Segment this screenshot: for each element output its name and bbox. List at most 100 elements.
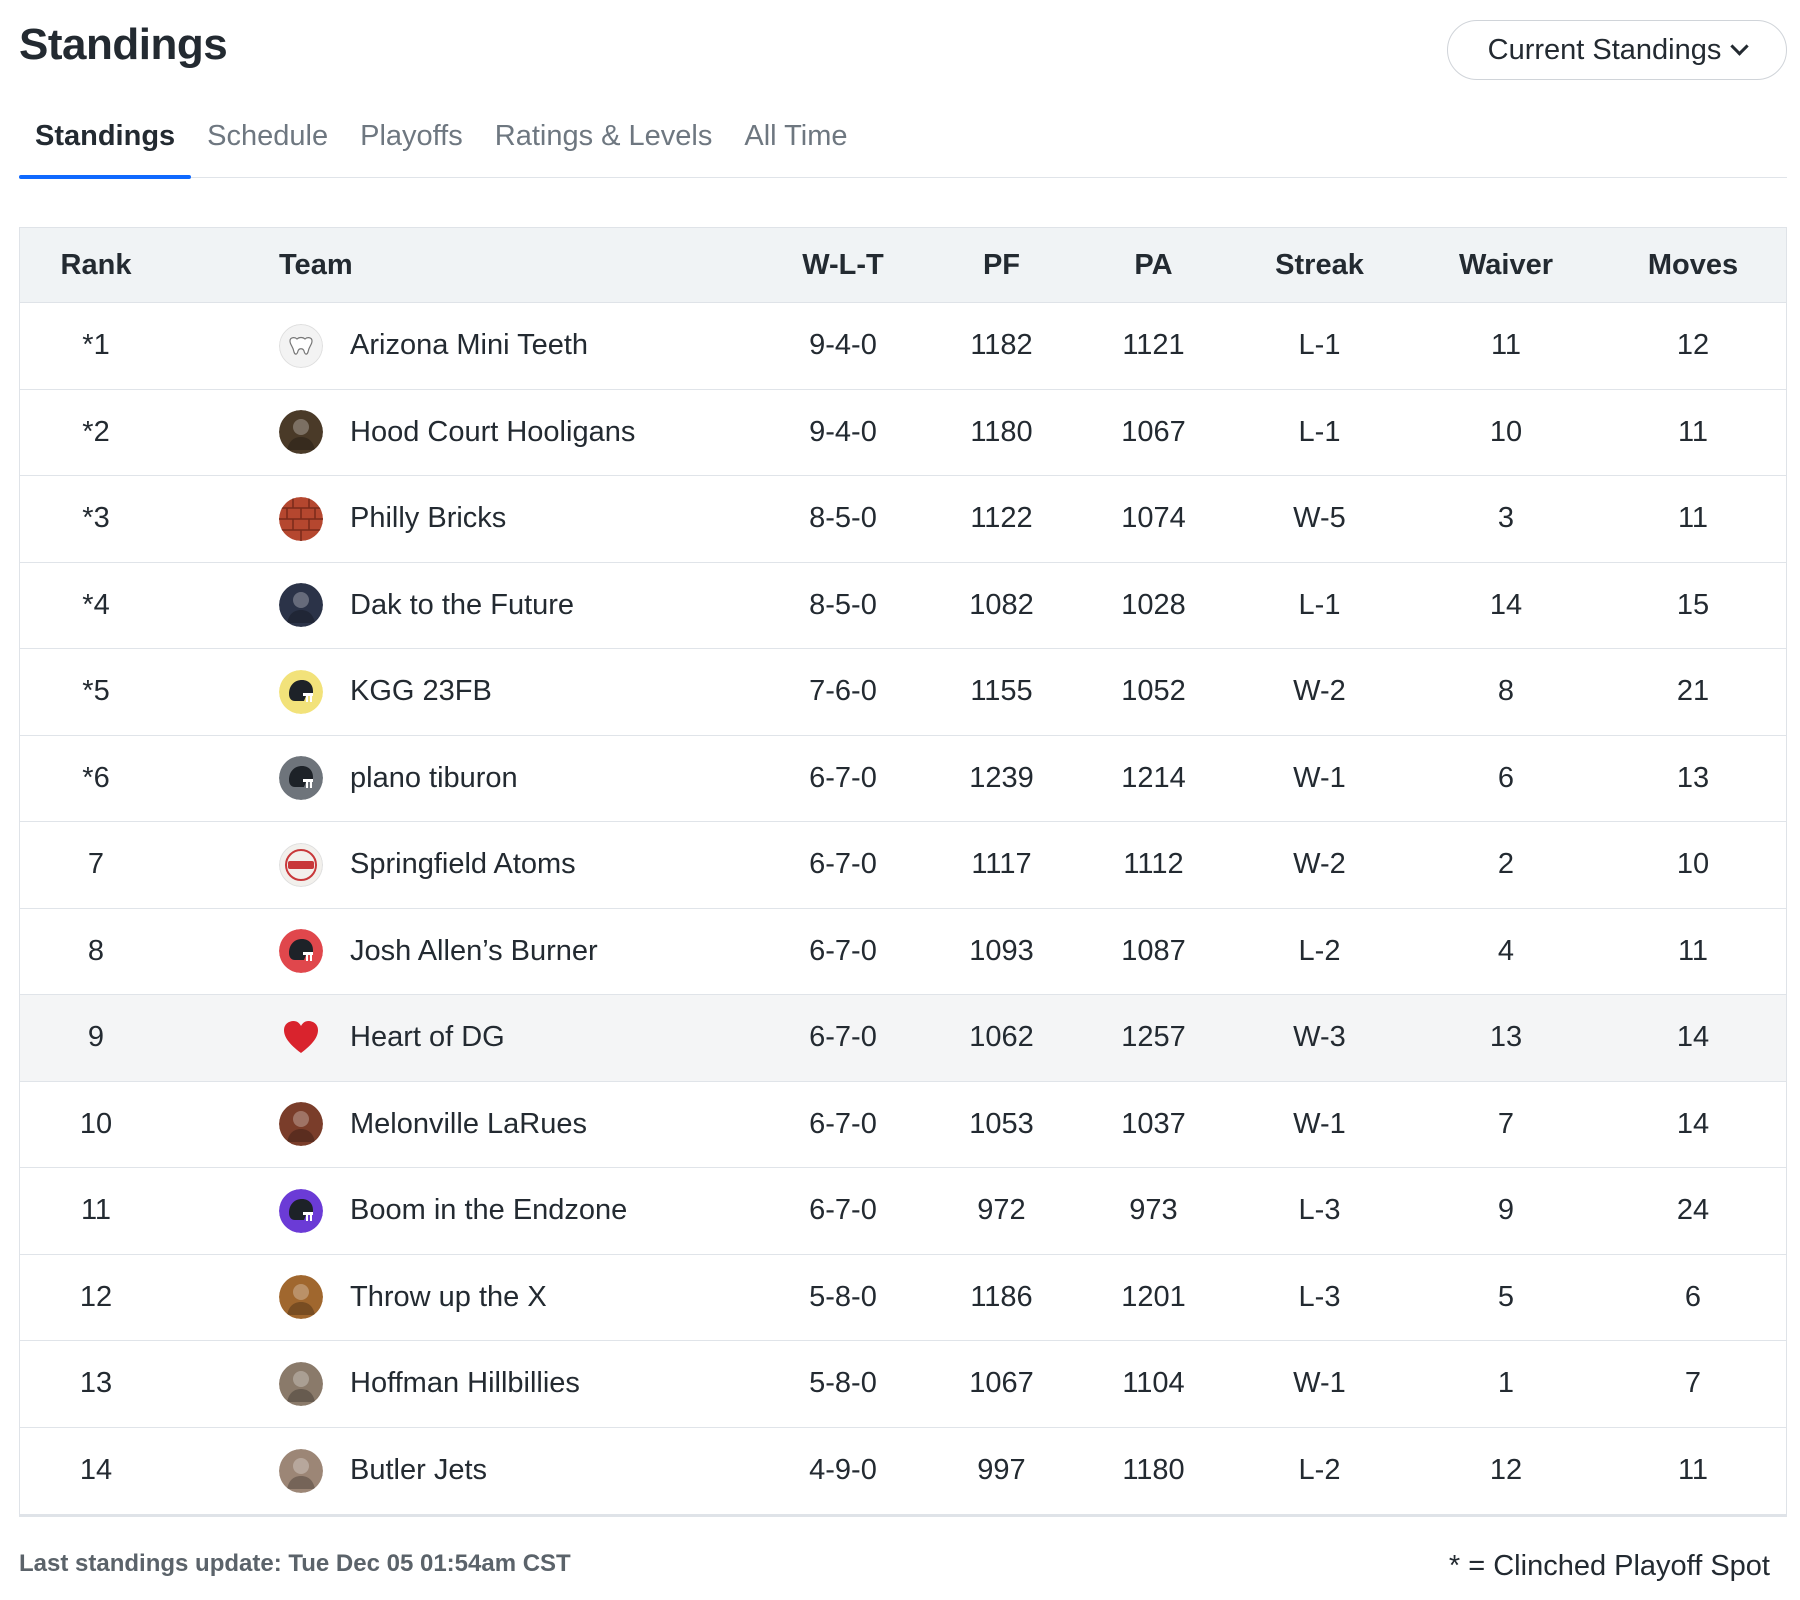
team-name-link[interactable]: plano tiburon (350, 761, 518, 794)
column-header-streak[interactable]: Streak (1275, 248, 1364, 281)
helmet-icon[interactable] (279, 929, 323, 974)
table-row[interactable]: *2 Hood Court Hooligans 9-4-0 1180 1067 L-1 10… (20, 389, 1786, 476)
column-header-rank[interactable]: Rank (60, 248, 132, 281)
table-row[interactable]: 14 Butler Jets 4-9-0 997 1180 L-2 12 11 (20, 1427, 1786, 1514)
photo-icon[interactable] (279, 1102, 323, 1147)
table-row[interactable]: *5 KGG 23FB 7-6-0 1155 1052 W-2 8 21 (20, 649, 1786, 736)
team-name-link[interactable]: Throw up the X (350, 1280, 547, 1313)
team-name-link[interactable]: Philly Bricks (350, 502, 507, 535)
table-row[interactable]: *6 plano tiburon 6-7-0 1239 1214 W-1 6 13 (20, 735, 1786, 822)
team-name-link[interactable]: Dak to the Future (350, 588, 575, 621)
view-select-label: Current Standings (1487, 33, 1722, 66)
helmet-icon[interactable] (279, 669, 323, 714)
table-row[interactable]: 7 Springfield Atoms 6-7-0 1117 1112 W-2 2 10 (20, 822, 1786, 909)
table-header: Rank Team W-L-T PF PA Streak Waiver Move… (20, 228, 1786, 303)
team-cell: Philly Bricks (172, 496, 763, 541)
team-name-link[interactable]: Butler Jets (350, 1454, 487, 1487)
rank-cell: *6 (82, 761, 110, 794)
photo-icon[interactable] (279, 1361, 323, 1406)
column-header-wlt[interactable]: W-L-T (802, 248, 884, 281)
points-for-cell: 1122 (970, 502, 1033, 535)
waiver-cell: 14 (1489, 588, 1523, 621)
team-cell: plano tiburon (172, 756, 763, 801)
team-cell: Boom in the Endzone (172, 1188, 763, 1233)
team-name-link[interactable]: Melonville LaRues (350, 1107, 587, 1140)
team-name-link[interactable]: KGG 23FB (350, 675, 492, 708)
photo-icon[interactable] (279, 583, 323, 628)
points-for-cell: 972 (977, 1194, 1026, 1227)
helmet-icon[interactable] (279, 1188, 323, 1233)
tab-standings[interactable]: Standings (19, 110, 192, 179)
moves-cell: 13 (1676, 761, 1710, 794)
team-cell: Melonville LaRues (172, 1102, 763, 1147)
streak-cell: W-5 (1293, 502, 1346, 535)
team-name-link[interactable]: Arizona Mini Teeth (350, 329, 589, 362)
table-row[interactable]: 13 Hoffman Hillbillies 5-8-0 1067 1104 W-1 1 7 (20, 1341, 1786, 1428)
column-header-pf[interactable]: PF (982, 248, 1021, 281)
tab-all-time[interactable]: All Time (744, 120, 848, 152)
teeth-icon[interactable] (279, 323, 323, 368)
tab-schedule[interactable]: Schedule (207, 120, 329, 152)
column-header-waiver[interactable]: Waiver (1458, 248, 1554, 281)
wlt-cell: 8-5-0 (809, 502, 877, 535)
team-cell: Arizona Mini Teeth (172, 323, 763, 368)
points-for-cell: 1186 (970, 1280, 1033, 1313)
waiver-cell: 5 (1497, 1280, 1515, 1313)
rank-cell: 9 (87, 1021, 105, 1054)
points-against-cell: 1028 (1121, 588, 1186, 621)
points-against-cell: 1074 (1121, 502, 1186, 535)
column-header-pa[interactable]: PA (1134, 248, 1173, 281)
table-row[interactable]: *1 Arizona Mini Teeth 9-4-0 1182 1121 L-1 11 12 (20, 303, 1786, 390)
wlt-cell: 6-7-0 (809, 1021, 877, 1054)
team-name-link[interactable]: Boom in the Endzone (350, 1194, 628, 1227)
table-row[interactable]: 8 Josh Allen’s Burner 6-7-0 1093 1087 L-2 4 11 (20, 908, 1786, 995)
points-for-cell: 997 (977, 1454, 1026, 1487)
photo-icon[interactable] (279, 410, 323, 455)
brick-icon[interactable] (279, 496, 323, 541)
moves-cell: 7 (1684, 1367, 1702, 1400)
rank-cell: 11 (80, 1194, 112, 1227)
team-name-link[interactable]: Hoffman Hillbillies (350, 1367, 580, 1400)
team-name-link[interactable]: Josh Allen’s Burner (350, 934, 598, 967)
team-name-link[interactable]: Heart of DG (350, 1021, 505, 1054)
tab-ratings-levels[interactable]: Ratings & Levels (494, 120, 713, 152)
column-header-team[interactable]: Team (279, 248, 353, 281)
moves-cell: 11 (1677, 934, 1709, 967)
photo-icon[interactable] (279, 1448, 323, 1493)
table-row[interactable]: 11 Boom in the Endzone 6-7-0 972 973 L-3 9 24 (20, 1168, 1786, 1255)
points-against-cell: 1067 (1121, 415, 1186, 448)
rank-cell: 14 (79, 1454, 113, 1487)
wlt-cell: 5-8-0 (809, 1367, 877, 1400)
photo-icon[interactable] (279, 1275, 323, 1320)
streak-cell: L-3 (1298, 1194, 1341, 1227)
moves-cell: 11 (1677, 1454, 1709, 1487)
rank-cell: 10 (79, 1107, 113, 1140)
rank-cell: *2 (82, 415, 110, 448)
wlt-cell: 5-8-0 (809, 1280, 877, 1313)
table-row[interactable]: 10 Melonville LaRues 6-7-0 1053 1037 W-1 7 14 (20, 1081, 1786, 1168)
team-cell: Hood Court Hooligans (172, 410, 763, 455)
table-row[interactable]: 12 Throw up the X 5-8-0 1186 1201 L-3 5 6 (20, 1254, 1786, 1341)
team-cell: Heart of DG (172, 1016, 763, 1060)
streak-cell: W-1 (1293, 1107, 1346, 1140)
tab-playoffs[interactable]: Playoffs (360, 120, 463, 152)
helmet-icon[interactable] (279, 756, 323, 801)
team-name-link[interactable]: Hood Court Hooligans (350, 415, 636, 448)
rank-cell: 7 (87, 848, 105, 881)
atoms-logo-icon[interactable] (279, 842, 323, 887)
table-row[interactable]: *3 Philly Bricks 8-5-0 1122 1074 W-5 3 11 (20, 476, 1786, 563)
standings-view-select[interactable]: Current Standings (1447, 20, 1787, 80)
waiver-cell: 9 (1497, 1194, 1515, 1227)
column-header-moves[interactable]: Moves (1647, 248, 1739, 281)
team-name-link[interactable]: Springfield Atoms (350, 848, 576, 881)
streak-cell: W-1 (1293, 761, 1346, 794)
table-row[interactable]: 9 Heart of DG 6-7-0 1062 1257 W-3 13 14 (20, 995, 1786, 1082)
points-for-cell: 1093 (969, 934, 1034, 967)
heart-icon[interactable] (279, 1016, 323, 1060)
wlt-cell: 6-7-0 (809, 1194, 877, 1227)
wlt-cell: 7-6-0 (809, 675, 877, 708)
points-against-cell: 1201 (1121, 1280, 1186, 1313)
moves-cell: 12 (1676, 329, 1710, 362)
table-row[interactable]: *4 Dak to the Future 8-5-0 1082 1028 L-1 14 15 (20, 562, 1786, 649)
moves-cell: 14 (1676, 1107, 1710, 1140)
